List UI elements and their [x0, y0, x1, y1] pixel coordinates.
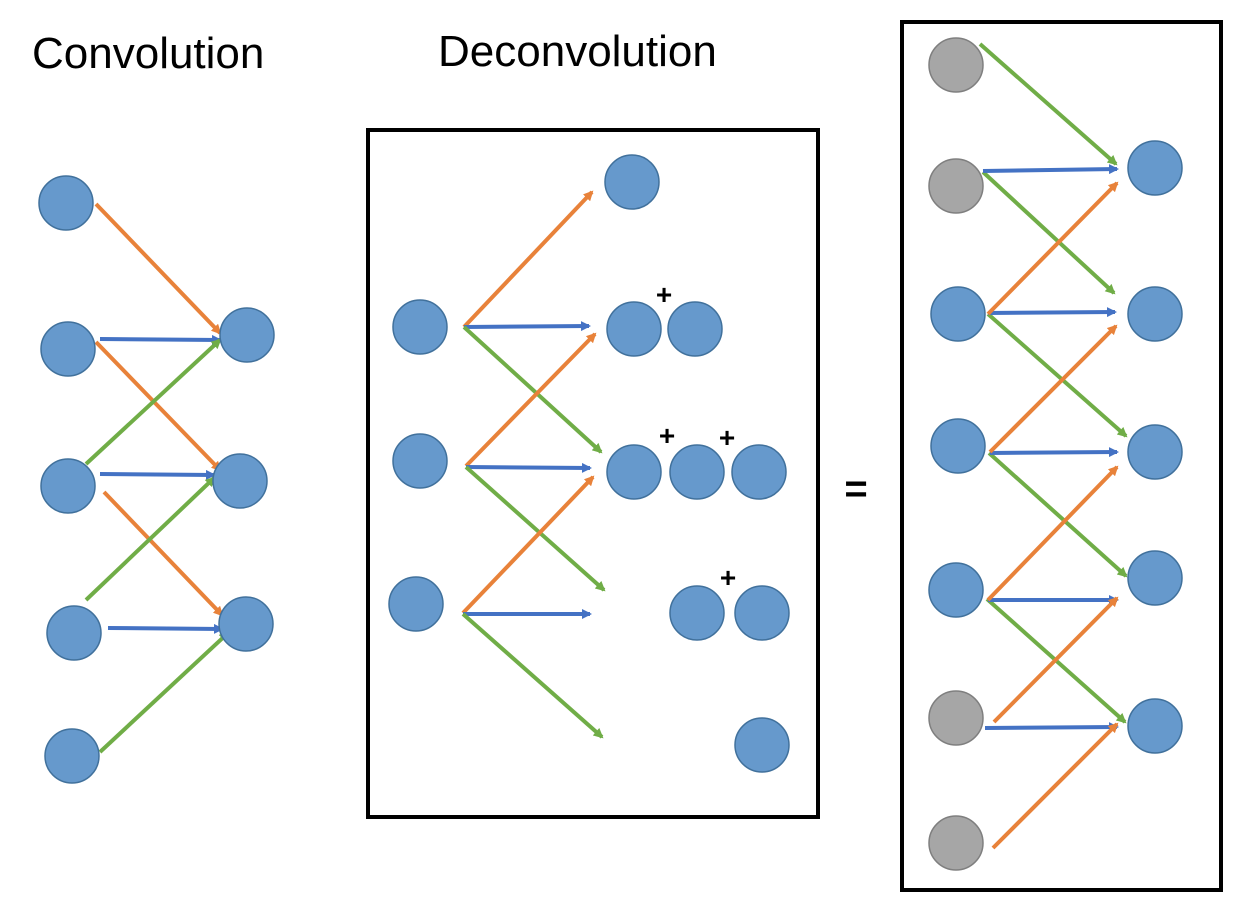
input-node	[388, 576, 444, 632]
green-arrow	[986, 312, 1128, 438]
convolution-nodes	[38, 175, 275, 784]
plus-symbol: +	[656, 279, 672, 310]
padding-node	[928, 37, 984, 93]
blue-arrow	[982, 164, 1119, 175]
blue-arrow	[99, 469, 216, 480]
orange-arrow	[462, 190, 594, 329]
green-arrow	[981, 170, 1116, 295]
blue-arrow	[463, 321, 591, 332]
input-node	[928, 562, 984, 618]
output-node	[212, 453, 268, 509]
input-node	[46, 605, 102, 661]
padding-node	[928, 158, 984, 214]
input-node	[40, 321, 96, 377]
input-node	[930, 286, 986, 342]
equivalent-nodes	[928, 37, 1183, 871]
output-node	[1127, 140, 1183, 196]
orange-arrow	[464, 332, 597, 468]
padding-node	[928, 815, 984, 871]
input-node	[392, 299, 448, 355]
output-node	[218, 596, 274, 652]
orange-arrow	[102, 490, 224, 617]
output-node	[604, 154, 660, 210]
output-node	[1127, 286, 1183, 342]
green-arrow	[464, 465, 606, 592]
output-node	[667, 301, 723, 357]
orange-arrow	[988, 324, 1118, 454]
equivalent-frame	[900, 20, 1223, 892]
orange-arrow	[461, 475, 595, 615]
output-node	[219, 307, 275, 363]
output-node	[1127, 550, 1183, 606]
output-node	[606, 444, 662, 500]
output-node	[734, 585, 790, 641]
orange-arrow	[986, 181, 1119, 316]
orange-arrow	[986, 465, 1119, 602]
green-arrow	[84, 338, 222, 466]
blue-arrow	[107, 623, 224, 634]
input-node	[40, 458, 96, 514]
green-arrow	[987, 451, 1128, 578]
orange-arrow	[94, 202, 222, 335]
blue-arrow	[99, 334, 222, 345]
output-node	[734, 717, 790, 773]
green-arrow	[84, 476, 216, 602]
green-arrow	[98, 631, 230, 754]
deconvolution-frame	[366, 128, 820, 819]
green-arrow	[461, 612, 604, 739]
blue-arrow	[987, 307, 1117, 318]
output-node	[731, 444, 787, 500]
orange-arrow	[991, 722, 1119, 850]
plus-symbol: +	[720, 562, 736, 593]
output-node	[606, 301, 662, 357]
input-node	[38, 175, 94, 231]
input-node	[392, 433, 448, 489]
input-node	[44, 728, 100, 784]
blue-arrow	[984, 722, 1119, 733]
output-node	[1127, 424, 1183, 480]
blue-arrow	[465, 462, 592, 473]
convolution-edges	[84, 202, 230, 754]
deconvolution-edges	[461, 190, 606, 739]
output-node	[669, 444, 725, 500]
plus-symbol: +	[719, 422, 735, 453]
orange-arrow	[992, 596, 1119, 724]
input-node	[930, 418, 986, 474]
orange-arrow	[94, 340, 222, 472]
blue-arrow	[989, 447, 1119, 458]
equals-symbol: =	[844, 467, 867, 511]
output-node	[669, 585, 725, 641]
convolution-title: Convolution	[32, 29, 265, 78]
green-arrow	[462, 325, 603, 454]
sum-symbols: + + + +	[656, 279, 736, 593]
deconvolution-nodes	[388, 154, 790, 773]
equivalent-edges	[978, 42, 1128, 850]
plus-symbol: +	[659, 420, 675, 451]
green-arrow	[978, 42, 1118, 166]
output-node	[1127, 698, 1183, 754]
deconvolution-title: Deconvolution	[438, 27, 717, 76]
padding-node	[928, 690, 984, 746]
